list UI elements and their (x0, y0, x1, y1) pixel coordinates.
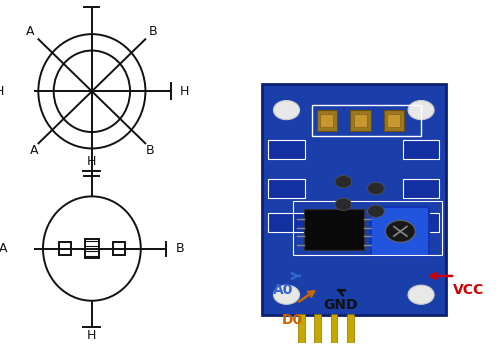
FancyBboxPatch shape (268, 213, 304, 232)
Bar (113, 242, 125, 255)
Bar (304, 209, 364, 250)
Text: B: B (176, 242, 184, 255)
Bar (330, 313, 338, 344)
Bar (298, 313, 304, 344)
Circle shape (274, 100, 299, 120)
Text: VCC: VCC (454, 282, 484, 297)
FancyBboxPatch shape (403, 179, 439, 198)
Circle shape (274, 285, 299, 304)
Bar (314, 313, 321, 344)
Text: B: B (149, 25, 158, 38)
Bar (347, 313, 354, 344)
FancyBboxPatch shape (268, 140, 304, 159)
Text: A: A (26, 25, 35, 38)
Circle shape (386, 221, 416, 242)
Text: H: H (87, 155, 97, 169)
Circle shape (368, 182, 384, 195)
FancyBboxPatch shape (372, 206, 430, 256)
Text: H: H (87, 329, 97, 342)
Bar (388, 114, 400, 127)
Bar (350, 110, 370, 131)
Circle shape (335, 198, 351, 211)
Circle shape (368, 205, 384, 217)
FancyBboxPatch shape (403, 213, 439, 232)
Circle shape (408, 285, 434, 304)
Text: A: A (0, 242, 8, 255)
Bar (384, 110, 404, 131)
FancyBboxPatch shape (403, 140, 439, 159)
Text: H: H (180, 85, 189, 98)
Text: H: H (0, 85, 4, 98)
Bar (85, 239, 99, 258)
Circle shape (408, 100, 434, 120)
Bar (59, 242, 71, 255)
FancyBboxPatch shape (268, 179, 304, 198)
Bar (320, 114, 334, 127)
Bar (316, 110, 337, 131)
Text: A0: A0 (272, 282, 293, 297)
Bar (354, 114, 367, 127)
Text: GND: GND (324, 298, 358, 312)
FancyBboxPatch shape (262, 85, 446, 315)
Text: D0: D0 (282, 313, 302, 327)
Text: A: A (30, 144, 38, 157)
Text: B: B (146, 144, 154, 157)
Circle shape (335, 175, 351, 188)
